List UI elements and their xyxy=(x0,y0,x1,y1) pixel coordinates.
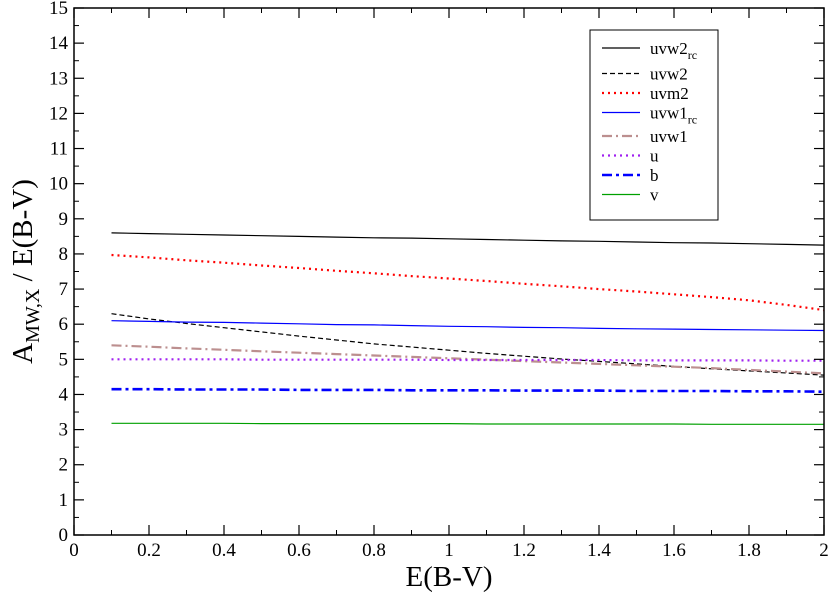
legend-label-4: uvw1 xyxy=(650,127,688,146)
y-tick-label: 5 xyxy=(59,349,69,370)
y-tick-label: 10 xyxy=(49,174,68,195)
legend-box xyxy=(589,29,719,221)
x-tick-label: 0.8 xyxy=(362,540,386,561)
legend-label-subscript: rc xyxy=(688,113,697,127)
series-line-4 xyxy=(111,344,825,375)
x-tick-label: 1.4 xyxy=(587,540,611,561)
legend-label-name: uvw2 xyxy=(650,39,688,58)
legend-label-name: b xyxy=(650,166,659,185)
x-tick-label: 0 xyxy=(69,540,79,561)
y-tick-label: 9 xyxy=(59,209,69,230)
x-tick-label: 1.6 xyxy=(662,540,686,561)
x-tick-label: 0.4 xyxy=(212,540,236,561)
y-tick-label: 14 xyxy=(49,33,69,54)
legend-label-7: v xyxy=(650,186,659,205)
legend-label-5: u xyxy=(650,147,659,166)
y-tick-label: 13 xyxy=(49,68,68,89)
y-tick-label: 15 xyxy=(49,0,68,19)
legend-label-name: uvw1 xyxy=(650,104,688,123)
legend-label-name: uvw2 xyxy=(650,65,688,84)
legend-label-0: uvw2rc xyxy=(650,39,697,62)
axis-ticks: 0 0.2 0.4 0.6 0.8 1 1.2 1.4 1.6 1.8 20123456789101… xyxy=(49,0,829,561)
legend-label-3: uvw1rc xyxy=(650,104,697,127)
series-line-7 xyxy=(111,422,824,425)
y-tick-label: 2 xyxy=(59,455,69,476)
y-axis-title-base: A xyxy=(7,343,39,364)
x-tick-label: 2 xyxy=(819,540,829,561)
y-axis-title: AMW,X / E(B-V) xyxy=(7,179,44,364)
y-axis-title-subscript: MW,X xyxy=(22,288,44,343)
legend-label-6: b xyxy=(650,166,659,185)
legend-label-subscript: rc xyxy=(688,48,697,62)
y-tick-label: 3 xyxy=(59,420,69,441)
legend-label-name: u xyxy=(650,147,659,166)
series-line-3 xyxy=(111,320,825,332)
y-tick-label: 1 xyxy=(59,490,69,511)
x-tick-label: 0.2 xyxy=(137,540,161,561)
legend-label-2: uvm2 xyxy=(650,84,689,103)
x-tick-label: 0.6 xyxy=(287,540,311,561)
x-axis-title: E(B-V) xyxy=(406,561,493,593)
x-tick-label: 1.2 xyxy=(512,540,536,561)
y-tick-label: 0 xyxy=(59,525,69,546)
legend-label-1: uvw2 xyxy=(650,65,688,84)
series-line-2 xyxy=(111,253,825,312)
y-axis-title-rest: / E(B-V) xyxy=(7,179,39,289)
legend-label-name: uvm2 xyxy=(650,84,689,103)
legend-label-name: uvw1 xyxy=(650,127,688,146)
y-tick-label: 11 xyxy=(50,139,68,160)
series-line-5 xyxy=(111,358,824,362)
x-tick-label: 1 xyxy=(444,540,454,561)
y-tick-label: 6 xyxy=(59,314,69,335)
y-tick-label: 12 xyxy=(49,103,68,124)
y-tick-label: 4 xyxy=(59,384,69,405)
y-tick-label: 8 xyxy=(59,244,69,265)
series-line-6 xyxy=(111,387,825,393)
y-tick-label: 7 xyxy=(59,279,69,300)
legend-label-name: v xyxy=(650,186,659,205)
series-line-0 xyxy=(111,232,825,246)
x-tick-label: 1.8 xyxy=(737,540,761,561)
series-lines xyxy=(111,232,825,425)
